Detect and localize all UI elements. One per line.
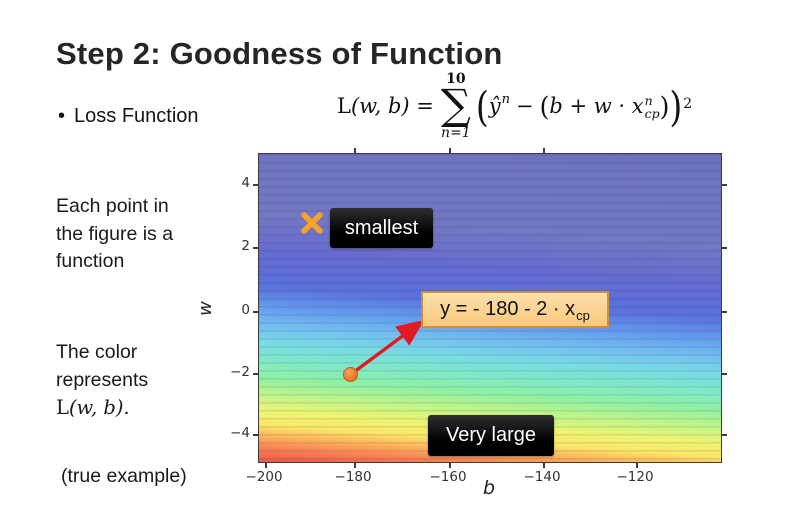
sample-function-dot — [343, 367, 358, 382]
y-axis-tick — [253, 373, 259, 375]
note-each-point: Each point in the figure is a function — [56, 193, 173, 276]
squared-exponent: 2 — [683, 95, 693, 112]
y-axis-tick-right — [721, 373, 727, 375]
x-axis-tick-top — [543, 148, 545, 154]
open-paren-inner: ( — [539, 90, 550, 122]
y-axis-tick-right — [721, 247, 727, 249]
linear-model-terms: b + w · x — [549, 94, 644, 118]
bullet-label: Loss Function — [74, 105, 199, 127]
x-tick-label: −160 — [429, 469, 467, 485]
bullet-loss-function: • Loss Function — [58, 105, 199, 128]
arrow-to-equation-icon — [352, 319, 425, 374]
formula-args: (w, b) = — [350, 94, 434, 118]
smallest-callout: smallest — [330, 208, 433, 248]
x-axis-tick-top — [449, 148, 451, 154]
loss-formula: L(w, b) = 10 ∑ n=1 ( ŷ n − ( b + w · x n… — [337, 60, 692, 152]
summation-symbol: 10 ∑ n=1 — [441, 72, 471, 140]
x-tick-label: −140 — [523, 469, 561, 485]
x-subscript: cp — [644, 106, 660, 121]
x-superscript: n — [644, 92, 653, 108]
y-hat-superscript: n — [501, 91, 510, 107]
x-axis-tick-top — [354, 148, 356, 154]
smallest-label: smallest — [344, 216, 419, 239]
x-sup-sub: n cp — [645, 94, 660, 120]
page-title: Step 2: Goodness of Function — [56, 35, 503, 71]
math-args: (w, b). — [68, 396, 130, 419]
note-line: The color — [56, 341, 138, 363]
y-tick-label: 4 — [241, 175, 250, 191]
math-L: L — [56, 396, 69, 419]
formula-L: L — [337, 94, 351, 118]
x-axis-tick — [265, 462, 267, 468]
y-tick-label: 2 — [241, 238, 250, 254]
x-tick-label: −120 — [616, 469, 654, 485]
note-line: the figure is a — [56, 222, 174, 245]
y-axis-tick — [253, 184, 259, 186]
formula-lhs: L(w, b) = — [337, 94, 434, 118]
note-line: represents — [56, 368, 149, 391]
y-tick-label: −4 — [230, 425, 250, 441]
y-axis-label: w — [194, 301, 216, 316]
x-axis-tick — [354, 462, 356, 468]
x-axis-tick — [449, 462, 451, 468]
y-axis-tick-right — [721, 184, 727, 186]
very-large-callout: Very large — [428, 415, 554, 456]
close-paren-outer: ) — [669, 81, 683, 131]
note-line-math: L(w, b). — [56, 394, 148, 423]
y-tick-label: −2 — [230, 364, 250, 380]
note-true-example: (true example) — [61, 465, 187, 487]
y-hat: ŷ — [488, 94, 501, 118]
y-axis-tick — [253, 247, 259, 249]
sum-upper-limit: 10 — [446, 71, 466, 88]
x-axis-tick — [543, 462, 545, 468]
very-large-label: Very large — [445, 424, 537, 446]
formula-body: ( ŷ n − ( b + w · x n cp ) ) 2 — [476, 85, 693, 126]
x-axis-label: b — [483, 477, 496, 499]
y-axis-tick-right — [721, 311, 727, 313]
x-tick-label: −200 — [245, 469, 283, 485]
y-tick-label: 0 — [241, 302, 250, 318]
equation-subscript: cp — [576, 308, 590, 323]
smallest-x-marker-icon — [301, 212, 323, 234]
x-axis-tick — [636, 462, 638, 468]
note-line: Each point in — [56, 195, 169, 217]
close-paren-inner: ) — [659, 90, 670, 122]
sum-lower-limit: n=1 — [441, 124, 471, 141]
minus-operator: − — [516, 94, 534, 118]
sigma-icon: ∑ — [440, 80, 471, 130]
x-tick-label: −180 — [334, 469, 372, 485]
equation-callout: y = - 180 - 2 · x cp — [421, 291, 609, 328]
y-axis-tick — [253, 311, 259, 313]
y-axis-tick — [253, 434, 259, 436]
note-color-represents: The color represents L(w, b). — [56, 339, 148, 423]
equation-text: y = - 180 - 2 · x — [440, 298, 576, 320]
y-axis-tick-right — [721, 434, 727, 436]
note-line: function — [56, 250, 125, 272]
open-paren-outer: ( — [475, 81, 489, 131]
bullet-icon: • — [58, 105, 66, 127]
